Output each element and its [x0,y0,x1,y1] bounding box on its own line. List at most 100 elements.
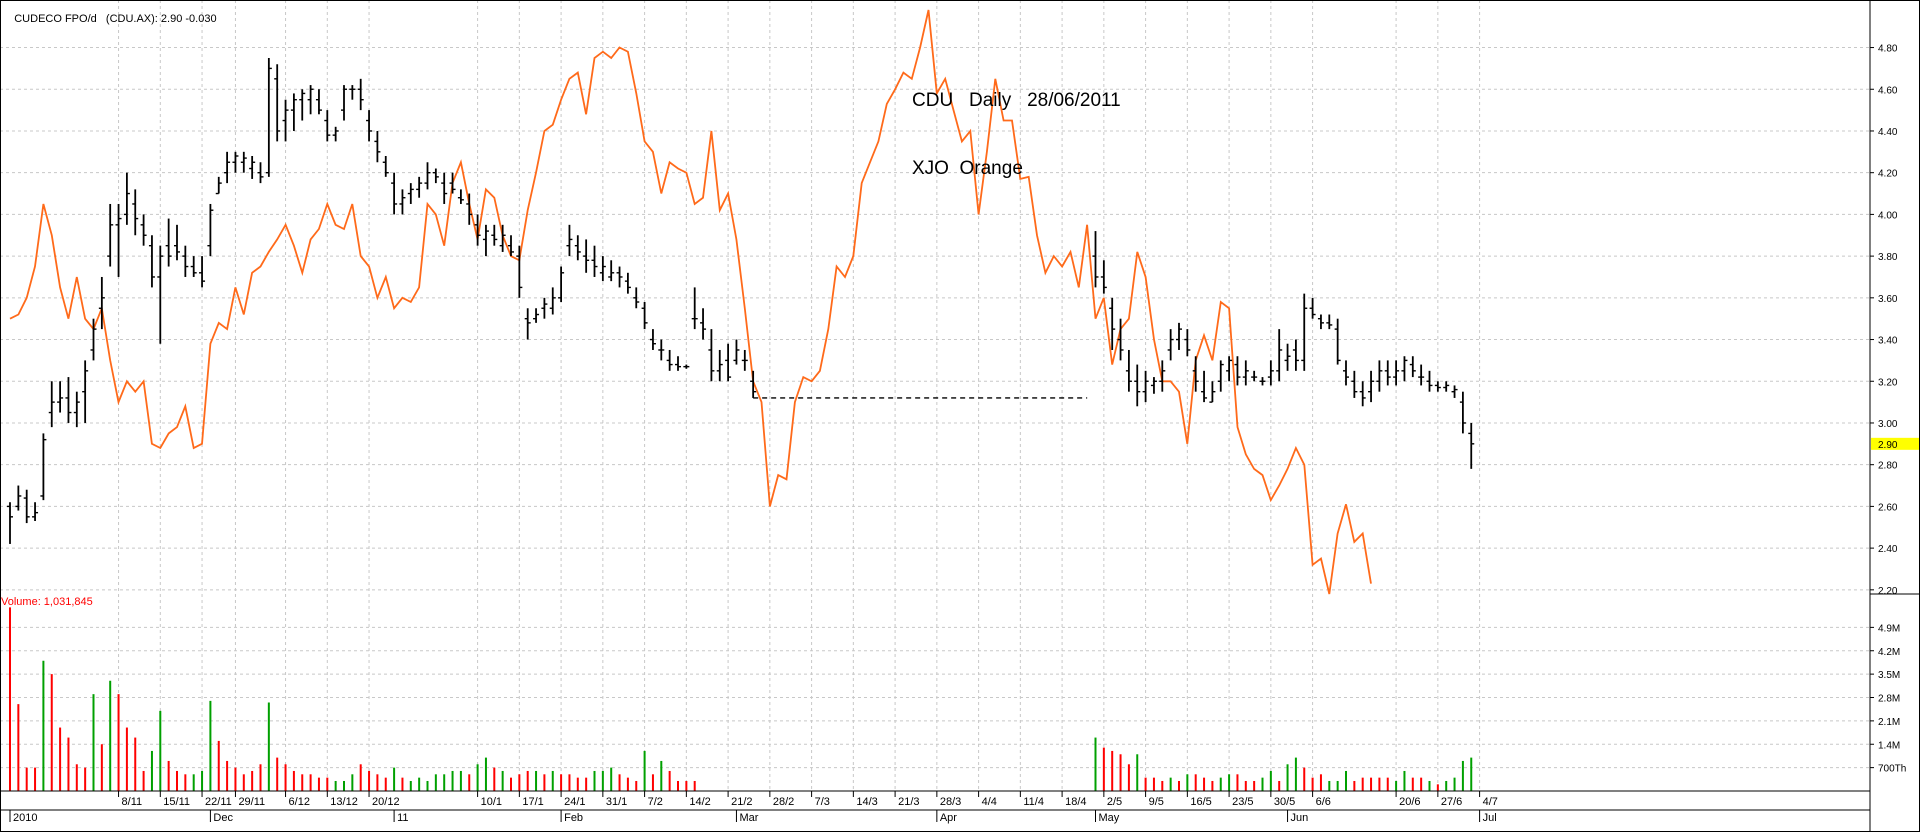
x-tick-label: 9/5 [1149,796,1164,808]
last-price-marker [1871,437,1919,450]
price-tick-label: 2.80 [1878,461,1898,472]
ohlc-bar [282,99,289,142]
ohlc-bar [449,172,456,194]
month-label: Jul [1483,812,1497,824]
ohlc-bar [691,287,698,330]
ohlc-bar [716,349,723,382]
month-label: Mar [739,812,758,824]
ohlc-bar [357,78,364,111]
month-label: Apr [940,812,957,824]
ohlc-bar [249,156,256,179]
ohlc-bar [73,391,80,428]
ohlc-bar [148,235,155,288]
ohlc-bar [616,266,623,288]
ohlc-bar [533,308,540,323]
x-tick-label: 15/11 [163,796,190,808]
ohlc-bar [57,381,64,413]
ohlc-bar [675,356,681,371]
ohlc-bar [1334,318,1341,365]
ohlc-bar [399,189,406,215]
ohlc-bar [1401,356,1408,382]
x-tick-label: 14/2 [689,796,710,808]
quote-text: (CDU.AX): 2.90 -0.030 [105,13,217,25]
volume-tick-label: 4.9M [1878,623,1900,634]
x-tick-label: 30/5 [1274,796,1295,808]
ohlc-bar [107,203,114,267]
ohlc-bar [466,193,473,225]
ohlc-bar [132,189,139,236]
volume-tick-label: 2.1M [1878,717,1900,728]
price-tick-label: 2.20 [1878,586,1898,597]
price-tick-label: 4.00 [1878,210,1898,221]
ohlc-bar [524,308,531,340]
ohlc-bar [1092,231,1099,288]
x-tick-label: 21/3 [898,796,919,808]
ohlc-bar [299,89,306,121]
ohlc-bar [1426,370,1433,392]
ohlc-bar [1301,293,1308,371]
ohlc-bar [482,224,489,257]
ohlc-bar [257,162,264,184]
ohlc-bar [1167,329,1174,361]
x-tick-label: 8/11 [122,796,143,808]
ohlc-bar [115,203,122,277]
ohlc-bar [157,245,164,344]
ohlc-bar [1100,260,1107,294]
ohlc-bar [391,172,398,215]
ohlc-bar [1117,318,1124,361]
ohlc-bar [666,349,673,371]
ohlc-bar [516,245,523,298]
ohlc-bar [1134,364,1141,407]
ohlc-bar [290,93,297,131]
ohlc-bar [90,318,97,361]
month-label: Dec [213,812,233,824]
ohlc-bar [215,176,222,195]
ohlc-bar [633,287,640,309]
month-label: May [1099,812,1120,824]
x-tick-label: 10/1 [481,796,502,808]
ohlc-bar [608,260,615,282]
ohlc-bar [32,502,39,521]
x-tick-label: 21/2 [731,796,752,808]
ohlc-bar [1201,370,1208,403]
month-label: Jun [1291,812,1309,824]
ohlc-bar [741,349,748,371]
annotation-line-2: XJO Orange [912,158,1023,179]
ohlc-bar [1459,391,1466,434]
ohlc-bar [382,156,389,177]
x-tick-label: 13/12 [330,796,358,808]
ohlc-bar [432,168,439,184]
ohlc-bar [1309,297,1316,319]
ohlc-bar [1418,364,1425,386]
ohlc-bar [23,489,30,524]
ohlc-bar [416,176,423,198]
ohlc-bar [700,308,707,340]
x-tick-label: 28/2 [773,796,794,808]
ohlc-bar [558,266,565,302]
x-tick-label: 22/11 [205,796,232,808]
volume-tick-label: 3.5M [1878,670,1900,681]
ohlc-bar [349,85,356,100]
ohlc-bar [1259,377,1266,386]
ohlc-bar [1434,381,1441,392]
ohlc-bar [332,126,339,142]
x-tick-label: 24/1 [564,796,585,808]
ohlc-bar [1217,360,1224,392]
ohlc-bar [232,151,239,173]
ohlc-bar [541,297,548,319]
x-tick-label: 4/4 [982,796,997,808]
price-tick-label: 2.60 [1878,502,1898,513]
x-tick-label: 18/4 [1065,796,1086,808]
ohlc-bar [733,339,740,365]
ohlc-bar [182,245,189,277]
ohlc-bar [708,329,715,382]
ohlc-bar [591,245,598,277]
x-tick-label: 6/6 [1316,796,1331,808]
price-tick-label: 4.20 [1878,169,1898,180]
price-tick-label: 3.00 [1878,419,1898,430]
ohlc-bar [683,364,690,369]
ohlc-bar [65,377,72,423]
price-ohlc-bars [7,57,1475,544]
month-label: 11 [397,812,408,824]
volume-tick-label: 700Th [1878,764,1906,775]
